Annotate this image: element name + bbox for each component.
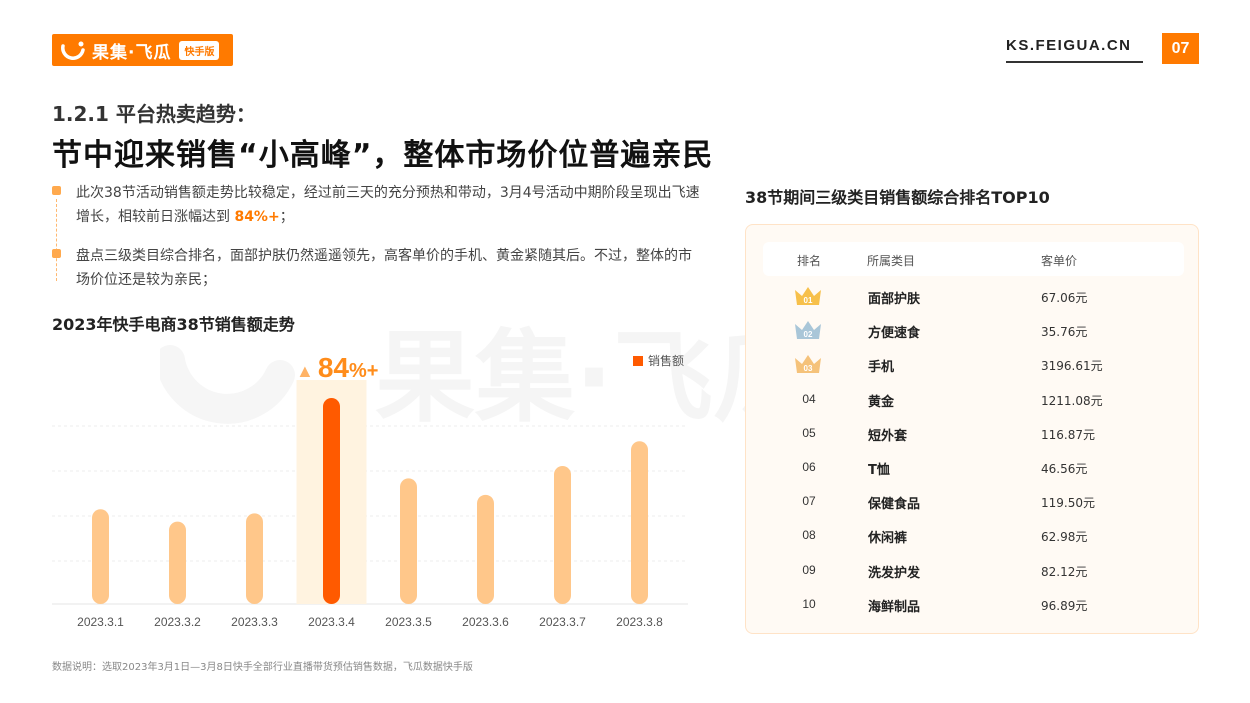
crown-silver-icon: 02 <box>795 321 821 340</box>
table-row: 03 手机 3196.61元 <box>746 348 1200 382</box>
crown-gold-icon: 01 <box>795 287 821 305</box>
x-tick-label: 2023.3.7 <box>539 615 586 629</box>
rank-number: 06 <box>802 460 816 474</box>
arrow-up-icon: ▲ <box>296 361 314 381</box>
x-tick-label: 2023.3.1 <box>77 615 124 629</box>
data-footnote: 数据说明：选取2023年3月1日—3月8日快手全部行业直播带货预估销售数据，飞瓜… <box>52 662 473 673</box>
bullet-point-1: 此次38节活动销售额走势比较稳定，经过前三天的充分预热和带动，3月4号活动中期阶… <box>52 181 702 229</box>
x-tick-label: 2023.3.2 <box>154 615 201 629</box>
rank-number: 07 <box>802 494 816 509</box>
bar-2023.3.3 <box>246 513 263 604</box>
bullet-point-2: 盘点三级类目综合排名，面部护肤仍然遥遥领先，高客单价的手机、黄金紧随其后。不过，… <box>52 244 702 292</box>
unit-price: 96.89元 <box>1041 598 1088 613</box>
site-underline <box>1006 61 1143 63</box>
growth-unit: %+ <box>348 360 379 382</box>
unit-price: 116.87元 <box>1041 427 1095 442</box>
x-tick-label: 2023.3.6 <box>462 615 509 629</box>
chart-title: 2023年快手电商38节销售额走势 <box>52 315 295 334</box>
unit-price: 62.98元 <box>1041 530 1088 545</box>
category-name: T恤 <box>868 463 890 478</box>
crown-bronze-icon: 03 <box>795 355 821 374</box>
unit-price: 3196.61元 <box>1041 359 1103 374</box>
sales-bar-chart: 2023.3.1 2023.3.2 2023.3.3 2023.3.4 2023.3.5… <box>52 380 688 629</box>
unit-price: 67.06元 <box>1041 291 1088 305</box>
bar-2023.3.8 <box>631 441 648 604</box>
section-subtitle: 1.2.1 平台热卖趋势： <box>52 102 256 126</box>
table-header: 排名 所属类目 客单价 <box>763 242 1184 276</box>
header-rank: 排名 <box>797 254 822 268</box>
table-row: 07 保健食品 119.50元 <box>746 485 1200 519</box>
bar-2023.3.6 <box>477 494 494 604</box>
category-name: 休闲裤 <box>868 531 908 547</box>
table-row: 06 T恤 46.56元 <box>746 451 1200 485</box>
table-row: 05 短外套 116.87元 <box>746 417 1200 451</box>
x-tick-label: 2023.3.5 <box>385 615 432 629</box>
category-name: 短外套 <box>868 428 908 444</box>
category-name: 方便速食 <box>868 326 921 342</box>
bullet-dot-icon <box>52 186 61 195</box>
legend-label: 销售额 <box>648 354 685 368</box>
unit-price: 1211.08元 <box>1041 393 1103 408</box>
bar-2023.3.5 <box>400 478 417 604</box>
bar-2023.3.1 <box>92 509 109 604</box>
bar-2023.3.7 <box>554 465 571 604</box>
growth-highlight: 84%+ <box>234 209 280 225</box>
header-price: 客单价 <box>1041 254 1078 268</box>
bullet-rail <box>56 199 57 281</box>
logo-text: 果集·飞瓜 <box>92 42 172 63</box>
category-name: 黄金 <box>868 394 895 410</box>
page-number: 07 <box>1162 33 1199 64</box>
rank-number: 04 <box>802 391 816 406</box>
unit-price: 35.76元 <box>1041 325 1088 340</box>
table-row: 01 面部护肤 67.06元 <box>746 280 1200 314</box>
rank-number: 03 <box>804 364 813 373</box>
chart-legend: 销售额 <box>633 352 684 369</box>
x-tick-label: 2023.3.3 <box>231 615 278 629</box>
unit-price: 46.56元 <box>1041 462 1088 476</box>
growth-value: 84 <box>317 352 349 383</box>
unit-price: 119.50元 <box>1041 496 1095 511</box>
bullet-text: 此次38节活动销售额走势比较稳定，经过前三天的充分预热和带动，3月4号活动中期阶… <box>76 185 700 225</box>
rank-number: 02 <box>804 330 813 339</box>
category-name: 保健食品 <box>868 497 921 513</box>
rank-number: 01 <box>804 296 813 305</box>
table-title: 38节期间三级类目销售额综合排名TOP10 <box>745 188 1050 207</box>
logo-badge: 快手版 <box>179 40 220 60</box>
rank-number: 05 <box>802 425 816 440</box>
category-name: 洗发护发 <box>868 565 921 581</box>
brand-logo[interactable]: 果集·飞瓜 快手版 <box>52 34 233 66</box>
bar-2023.3.4 <box>323 398 340 604</box>
bullet-dot-icon <box>52 249 61 258</box>
x-tick-label: 2023.3.4 <box>308 615 355 629</box>
table-row: 04 黄金 1211.08元 <box>746 383 1200 417</box>
site-url[interactable]: KS.FEIGUA.CN <box>1006 37 1132 54</box>
header-category: 所属类目 <box>867 254 916 268</box>
table-row: 02 方便速食 35.76元 <box>746 314 1200 348</box>
page-title: 节中迎来销售“小高峰”，整体市场价位普遍亲民 <box>52 138 714 173</box>
category-name: 面部护肤 <box>868 292 921 307</box>
legend-swatch <box>633 355 643 366</box>
unit-price: 82.12元 <box>1041 564 1088 579</box>
bullet-text: 盘点三级类目综合排名，面部护肤仍然遥遥领先，高客单价的手机、黄金紧随其后。不过，… <box>76 248 692 288</box>
table-row: 09 洗发护发 82.12元 <box>746 554 1200 588</box>
bar-2023.3.2 <box>169 521 186 604</box>
rank-number: 09 <box>802 562 816 577</box>
logo-mark-icon <box>61 41 85 60</box>
growth-callout: ▲ 84 %+ <box>296 352 378 384</box>
rank-number: 10 <box>802 596 816 611</box>
ranking-panel: 排名 所属类目 客单价 01 面部护肤 67.06元 02 方便速食 35.76元 03 手机… <box>745 224 1199 634</box>
table-row: 08 休闲裤 62.98元 <box>746 519 1200 553</box>
x-tick-label: 2023.3.8 <box>616 615 663 629</box>
category-name: 手机 <box>868 360 895 376</box>
category-name: 海鲜制品 <box>868 599 921 615</box>
rank-number: 08 <box>802 528 816 543</box>
table-row: 10 海鲜制品 96.89元 <box>746 588 1200 622</box>
